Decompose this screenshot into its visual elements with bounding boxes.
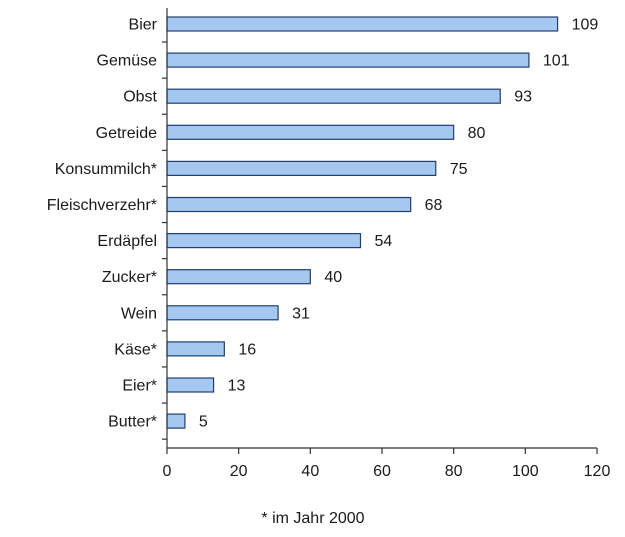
value-label: 31 xyxy=(292,305,310,322)
category-label: Obst xyxy=(123,89,157,106)
value-label: 101 xyxy=(543,53,570,70)
bar xyxy=(166,196,412,213)
value-label: 13 xyxy=(228,378,246,395)
category-label: Butter* xyxy=(108,414,157,431)
bar xyxy=(166,413,186,429)
category-label: Käse* xyxy=(114,341,157,358)
x-tick-label: 80 xyxy=(445,463,463,480)
value-label: 80 xyxy=(468,125,486,142)
x-tick-label: 40 xyxy=(301,463,319,480)
bar xyxy=(166,269,311,285)
bar xyxy=(166,377,215,393)
value-label: 93 xyxy=(514,89,532,106)
bars-layer: Bier 109 Gemüse 101 Obst 93 Getreide 80 Konsummi… xyxy=(47,16,599,431)
x-tick-label: 100 xyxy=(512,463,539,480)
value-label: 40 xyxy=(324,269,342,286)
axis-layer: 0 20 40 60 80 100 120 xyxy=(162,8,610,480)
bar xyxy=(166,16,559,32)
value-label: 5 xyxy=(199,414,208,431)
category-label: Zucker* xyxy=(102,269,157,286)
x-tick-label: 60 xyxy=(373,463,391,480)
x-tick-label: 20 xyxy=(230,463,248,480)
x-tick-label: 120 xyxy=(584,463,611,480)
bar xyxy=(166,305,279,321)
category-label: Erdäpfel xyxy=(97,233,157,250)
value-label: 75 xyxy=(450,161,468,178)
bar xyxy=(166,341,225,357)
category-label: Wein xyxy=(121,305,157,322)
category-label: Getreide xyxy=(96,125,157,142)
category-label: Gemüse xyxy=(97,53,158,70)
value-label: 16 xyxy=(238,341,256,358)
category-label: Bier xyxy=(129,17,158,34)
x-tick-label: 0 xyxy=(163,463,172,480)
category-label: Fleischverzehr* xyxy=(47,197,157,214)
bar xyxy=(166,233,362,249)
category-label: Konsummilch* xyxy=(55,161,157,178)
footnote: * im Jahr 2000 xyxy=(261,510,364,527)
value-label: 54 xyxy=(375,233,393,250)
value-label: 109 xyxy=(572,17,599,34)
bar xyxy=(166,124,455,140)
value-label: 68 xyxy=(425,197,443,214)
category-label: Eier* xyxy=(122,378,157,395)
bar xyxy=(166,52,530,68)
bar xyxy=(166,160,437,176)
bar xyxy=(166,88,501,104)
